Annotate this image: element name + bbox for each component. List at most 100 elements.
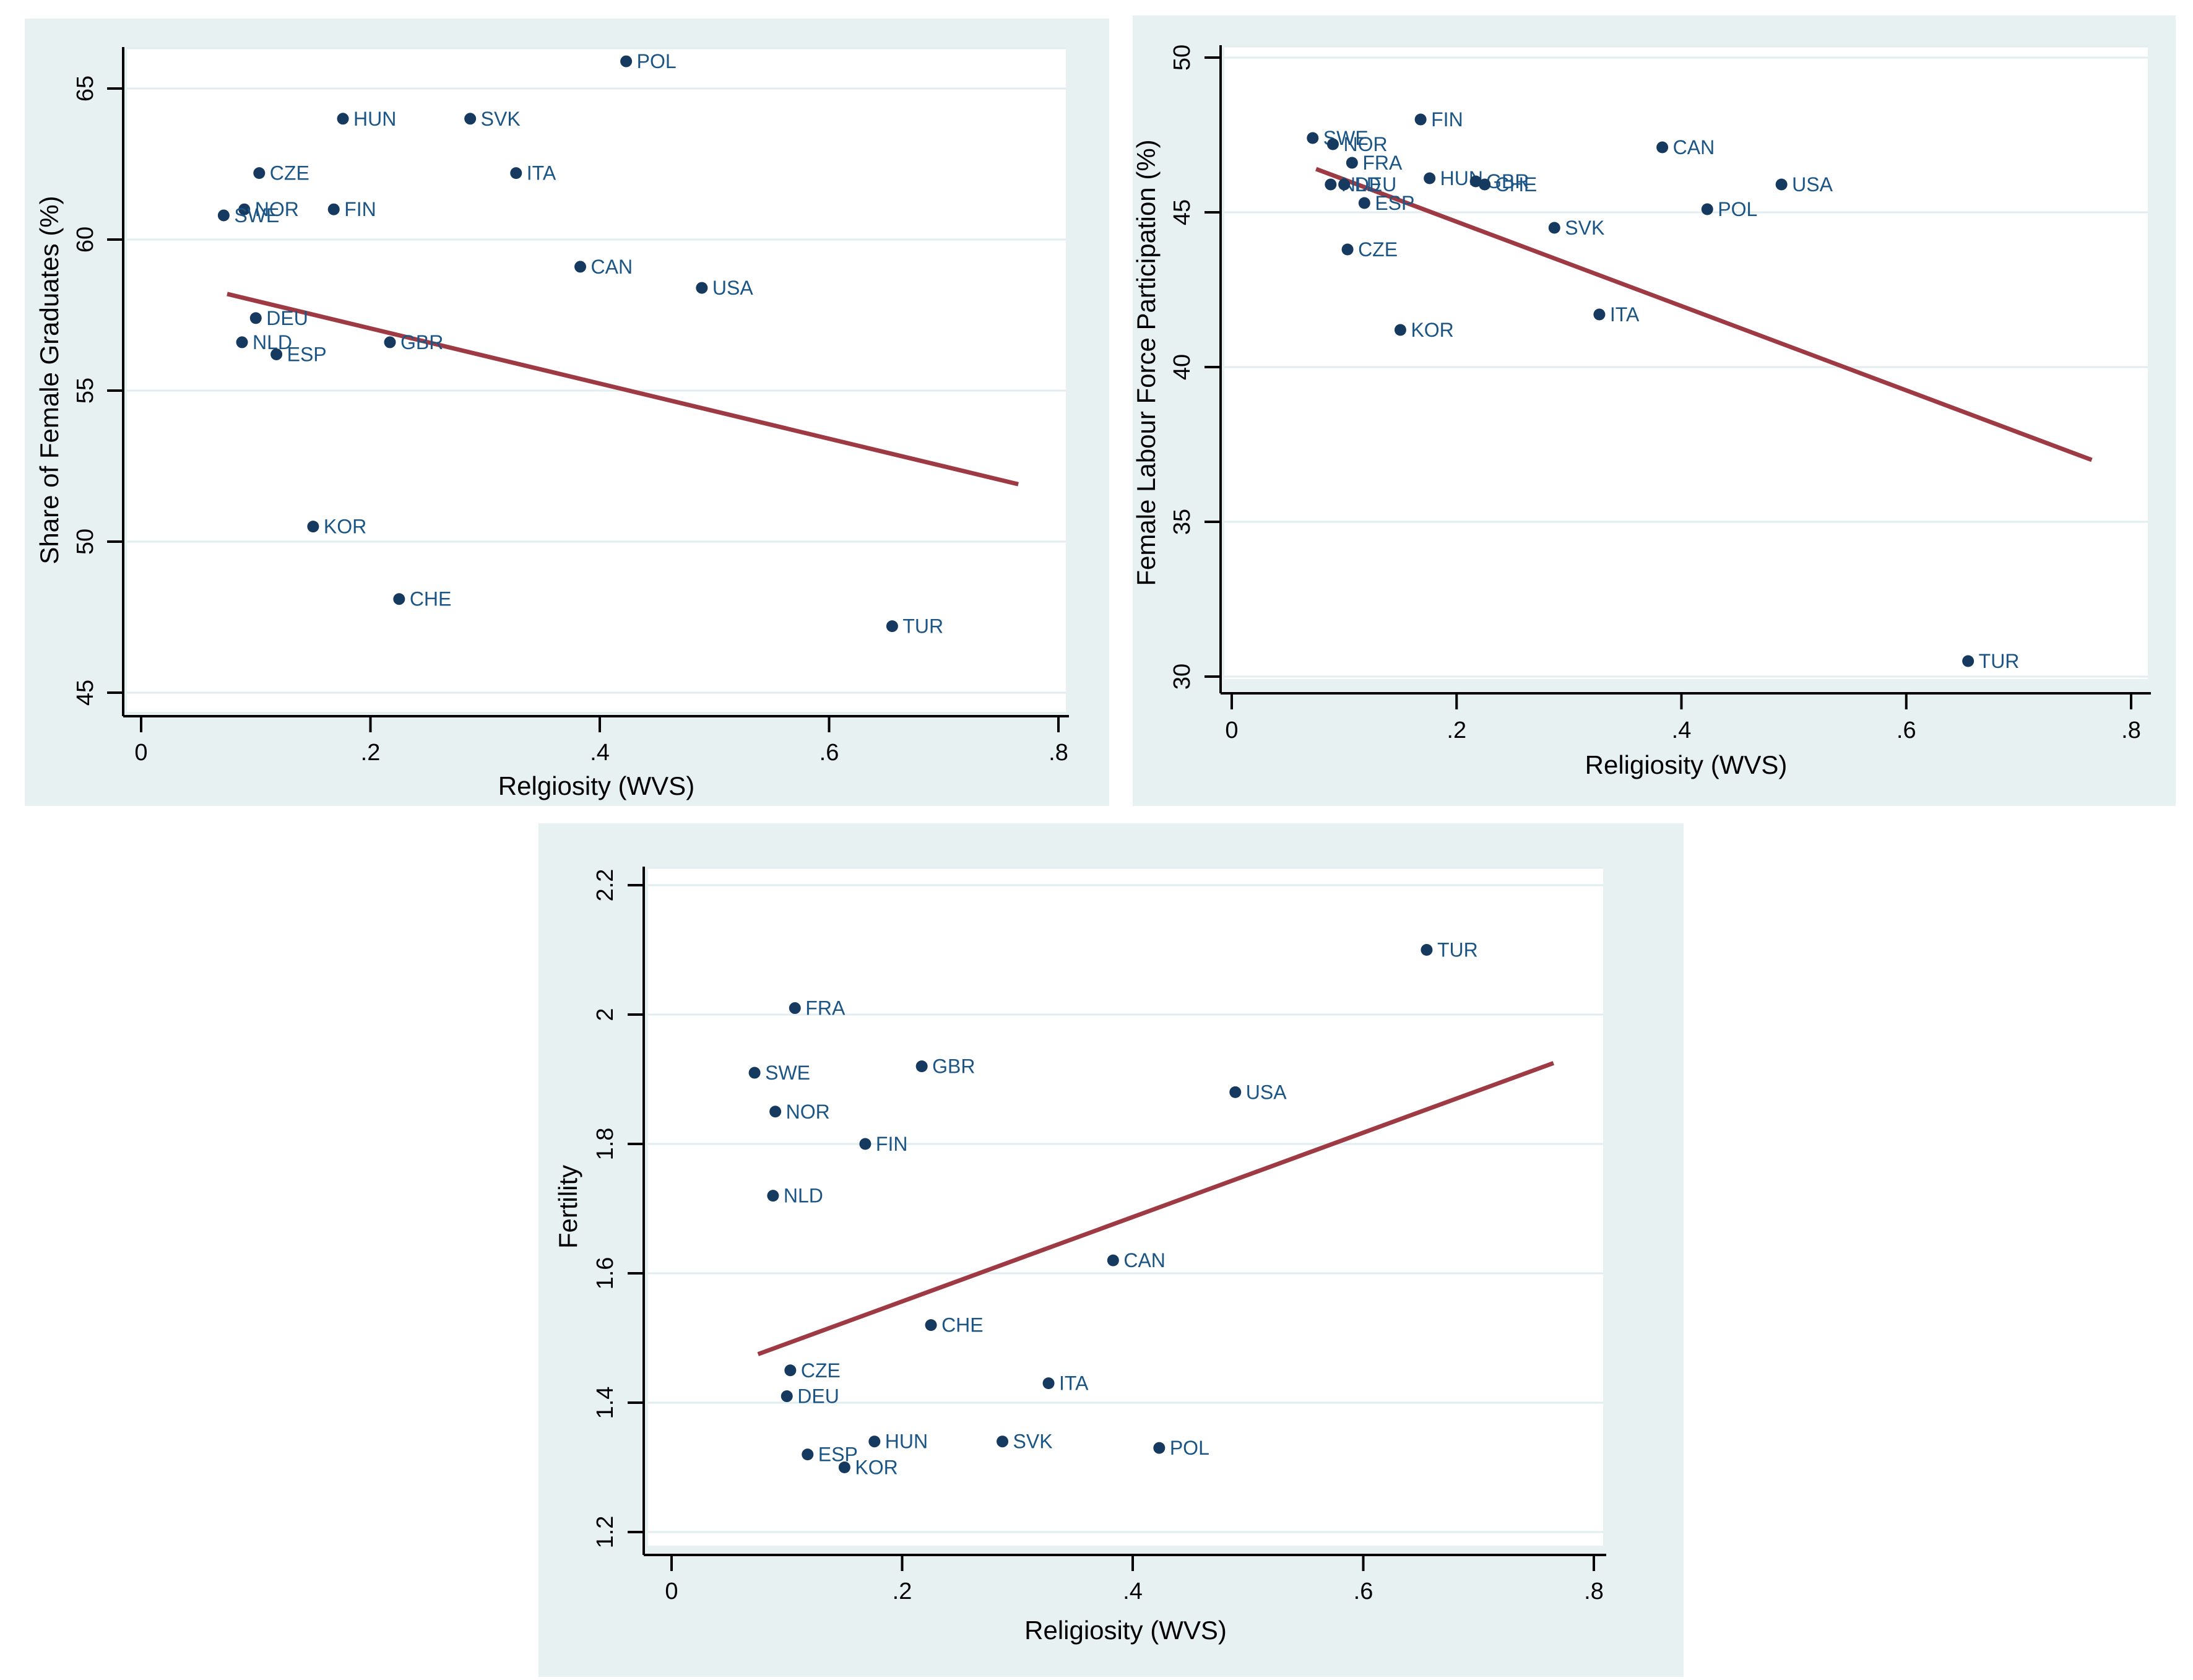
data-point-POL bbox=[1701, 203, 1713, 215]
chart-3: TUR FRA GBR SWE USA NOR FIN NLD CAN CHE CZE ITA DEU H… bbox=[539, 823, 1684, 1677]
data-point-SVK bbox=[997, 1435, 1009, 1448]
y-tick-label-50: 50 bbox=[1169, 45, 1195, 71]
data-point-HUN bbox=[337, 113, 349, 125]
point-label-SWE: SWE bbox=[765, 1062, 810, 1084]
data-point-DEU bbox=[1338, 178, 1351, 191]
point-label-SVK: SVK bbox=[1013, 1431, 1053, 1453]
point-label-DEU: DEU bbox=[797, 1385, 839, 1408]
point-label-SWE: SWE bbox=[234, 204, 279, 227]
data-point-TUR bbox=[1421, 944, 1433, 956]
point-label-POL: POL bbox=[1718, 198, 1757, 220]
data-point-KOR bbox=[838, 1461, 850, 1473]
x-tick-label-0: 0 bbox=[134, 740, 147, 766]
data-point-SVK bbox=[464, 113, 477, 125]
x-tick-label-.8: .8 bbox=[1049, 740, 1068, 766]
point-label-FIN: FIN bbox=[1431, 108, 1463, 131]
data-point-GBR bbox=[384, 336, 396, 349]
data-point-TUR bbox=[1962, 655, 1975, 667]
point-label-NLD: NLD bbox=[253, 331, 292, 353]
data-point-FIN bbox=[327, 203, 340, 215]
y-tick-label-1.6: 1.6 bbox=[592, 1257, 618, 1290]
data-point-CHE bbox=[925, 1319, 937, 1331]
x-tick-label-.8: .8 bbox=[2121, 717, 2141, 743]
point-label-USA: USA bbox=[1246, 1081, 1287, 1103]
point-label-FRA: FRA bbox=[805, 997, 846, 1020]
point-label-SVK: SVK bbox=[481, 108, 521, 130]
data-point-FIN bbox=[859, 1138, 872, 1150]
data-point-ESP bbox=[270, 348, 283, 360]
point-label-CAN: CAN bbox=[591, 256, 633, 278]
point-label-TUR: TUR bbox=[1979, 650, 2020, 672]
point-label-NOR: NOR bbox=[786, 1101, 830, 1123]
y-tick-label-30: 30 bbox=[1169, 664, 1195, 690]
point-label-GBR: GBR bbox=[932, 1055, 975, 1078]
data-point-SVK bbox=[1548, 222, 1560, 234]
x-tick-label-.4: .4 bbox=[1672, 717, 1692, 743]
point-label-DEU: DEU bbox=[1355, 173, 1397, 196]
data-point-USA bbox=[1229, 1086, 1242, 1098]
data-point-ESP bbox=[802, 1448, 814, 1461]
point-label-CZE: CZE bbox=[801, 1359, 841, 1382]
point-label-ITA: ITA bbox=[1610, 303, 1640, 326]
point-label-CHE: CHE bbox=[410, 588, 452, 610]
point-label-NLD: NLD bbox=[784, 1185, 823, 1207]
data-point-ITA bbox=[1593, 308, 1606, 321]
data-point-POL bbox=[1153, 1442, 1166, 1454]
data-point-NOR bbox=[769, 1106, 782, 1118]
y-axis-title: Female Labour Force Participation (%) bbox=[1131, 139, 1161, 586]
y-tick-label-55: 55 bbox=[72, 378, 98, 404]
point-label-KOR: KOR bbox=[324, 516, 366, 538]
data-point-ITA bbox=[1042, 1377, 1055, 1390]
y-tick-label-45: 45 bbox=[1169, 199, 1195, 225]
data-point-NLD bbox=[767, 1190, 779, 1202]
data-point-SWE bbox=[1307, 132, 1319, 144]
y-tick-label-50: 50 bbox=[72, 529, 98, 555]
x-tick-label-.2: .2 bbox=[1447, 717, 1466, 743]
data-point-FRA bbox=[1346, 157, 1358, 169]
data-point-USA bbox=[696, 282, 708, 294]
data-point-ITA bbox=[510, 167, 522, 180]
point-label-KOR: KOR bbox=[855, 1457, 898, 1479]
data-point-CAN bbox=[574, 261, 587, 273]
point-label-ESP: ESP bbox=[1375, 192, 1414, 214]
data-point-DEU bbox=[781, 1390, 793, 1403]
point-label-ITA: ITA bbox=[527, 162, 556, 184]
data-point-SWE bbox=[748, 1067, 761, 1079]
y-tick-label-1.8: 1.8 bbox=[592, 1128, 618, 1161]
data-point-USA bbox=[1775, 178, 1788, 191]
point-label-DEU: DEU bbox=[266, 307, 308, 329]
y-tick-label-65: 65 bbox=[72, 76, 98, 102]
data-point-GBR bbox=[1469, 175, 1482, 188]
data-point-FIN bbox=[1414, 113, 1427, 126]
data-point-HUN bbox=[868, 1435, 881, 1448]
x-tick-label-.2: .2 bbox=[893, 1578, 912, 1604]
x-tick-label-.6: .6 bbox=[820, 740, 839, 766]
data-point-DEU bbox=[249, 312, 262, 324]
point-label-CZE: CZE bbox=[270, 162, 309, 184]
data-point-CZE bbox=[1341, 243, 1354, 256]
data-point-KOR bbox=[307, 521, 319, 533]
point-label-ITA: ITA bbox=[1059, 1372, 1089, 1395]
plot-area bbox=[648, 868, 1603, 1546]
trend-line bbox=[1315, 167, 2093, 462]
point-label-GBR: GBR bbox=[400, 331, 443, 353]
data-point-NLD bbox=[236, 336, 248, 349]
y-axis-title: Fertility bbox=[553, 1165, 582, 1249]
y-tick-label-1.2: 1.2 bbox=[592, 1516, 618, 1549]
point-label-TUR: TUR bbox=[902, 615, 943, 638]
point-label-SVK: SVK bbox=[1565, 217, 1604, 239]
data-point-ESP bbox=[1358, 197, 1370, 209]
point-label-CHE: CHE bbox=[941, 1314, 984, 1336]
x-tick-label-.4: .4 bbox=[590, 740, 610, 766]
data-point-CHE bbox=[1479, 178, 1491, 191]
x-tick-label-0: 0 bbox=[1225, 717, 1238, 743]
point-label-USA: USA bbox=[712, 277, 753, 299]
point-label-FIN: FIN bbox=[876, 1133, 908, 1155]
point-label-CAN: CAN bbox=[1123, 1249, 1166, 1271]
data-point-CZE bbox=[253, 167, 266, 180]
point-label-HUN: HUN bbox=[353, 108, 396, 130]
data-point-CZE bbox=[784, 1364, 797, 1377]
point-label-NOR: NOR bbox=[1343, 133, 1387, 155]
point-label-POL: POL bbox=[637, 50, 677, 72]
